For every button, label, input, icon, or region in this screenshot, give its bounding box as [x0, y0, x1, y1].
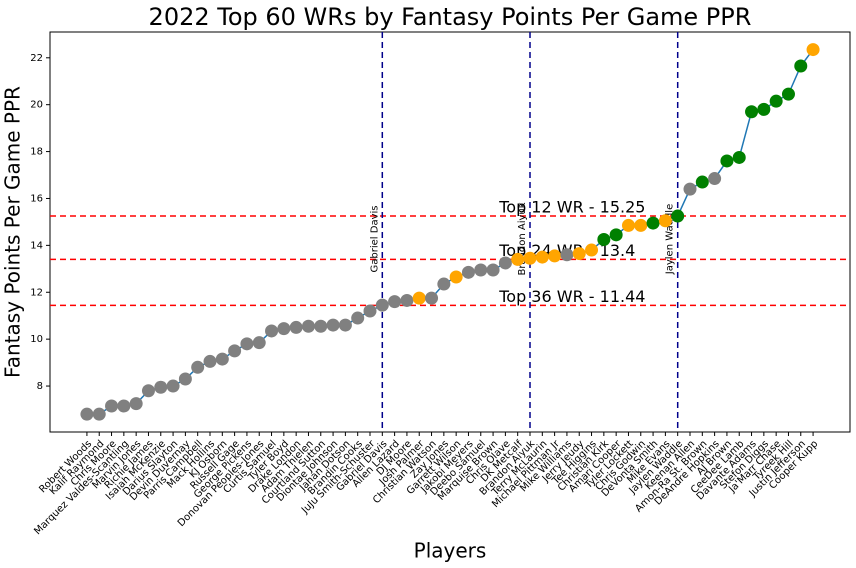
point: [80, 407, 94, 421]
player-line-label: Brandon Aiyuk: [517, 202, 528, 275]
plot-frame: [49, 31, 851, 433]
point: [449, 270, 463, 284]
point: [708, 172, 722, 186]
point: [486, 263, 500, 277]
point: [154, 380, 168, 394]
point: [769, 94, 783, 108]
chart-title: 2022 Top 60 WRs by Fantasy Points Per Ga…: [149, 3, 752, 31]
point: [240, 337, 254, 351]
point: [757, 102, 771, 116]
point: [806, 43, 820, 57]
x-axis-label: Players: [414, 539, 487, 563]
point: [585, 243, 599, 257]
point: [215, 352, 229, 366]
point: [695, 175, 709, 189]
point: [289, 320, 303, 334]
point: [548, 249, 562, 263]
point: [425, 291, 439, 305]
point: [609, 228, 623, 242]
point: [732, 150, 746, 164]
point: [597, 233, 611, 247]
y-tick-label: 18: [30, 147, 43, 158]
y-tick-label: 14: [30, 240, 43, 251]
point: [314, 319, 328, 333]
point: [474, 263, 488, 277]
point: [363, 304, 377, 318]
point: [658, 214, 672, 228]
y-tick-label: 8: [37, 381, 43, 392]
point: [535, 250, 549, 264]
point: [375, 298, 389, 312]
point: [117, 399, 131, 413]
point: [720, 154, 734, 168]
point: [671, 209, 685, 223]
point: [646, 216, 660, 230]
point: [683, 182, 697, 196]
point: [178, 372, 192, 386]
point: [265, 324, 279, 338]
point: [141, 384, 155, 398]
point: [92, 407, 106, 421]
point: [338, 318, 352, 332]
point: [634, 218, 648, 232]
point: [166, 379, 180, 393]
point: [781, 87, 795, 101]
point: [794, 59, 808, 73]
player-line-label: Jaylen Waddle: [665, 204, 676, 275]
point: [437, 277, 451, 291]
y-tick-label: 12: [30, 287, 43, 298]
y-tick-label: 10: [30, 334, 43, 345]
y-tick-label: 16: [30, 193, 43, 204]
point: [388, 295, 402, 309]
point: [105, 399, 119, 413]
point: [572, 247, 586, 261]
point: [400, 293, 414, 307]
point: [498, 256, 512, 270]
point: [191, 360, 205, 374]
point: [560, 248, 574, 262]
point: [621, 218, 635, 232]
point: [351, 311, 365, 325]
point: [301, 319, 315, 333]
point: [203, 354, 217, 368]
point: [412, 291, 426, 305]
point: [745, 105, 759, 119]
point: [228, 344, 242, 358]
point: [523, 251, 537, 265]
threshold-label: Top 36 WR - 11.44: [498, 287, 645, 306]
point: [511, 252, 525, 266]
line-series: [86, 49, 814, 415]
point: [461, 265, 475, 279]
point: [326, 318, 340, 332]
y-axis-label: Fantasy Points Per Game PPR: [1, 86, 25, 378]
threshold-label: Top 12 WR - 15.25: [498, 198, 645, 217]
point: [129, 397, 143, 411]
player-line-label: Gabriel Davis: [369, 206, 380, 273]
y-tick-label: 22: [30, 53, 43, 64]
y-tick-label: 20: [30, 100, 43, 111]
point: [277, 322, 291, 336]
point: [252, 336, 266, 350]
